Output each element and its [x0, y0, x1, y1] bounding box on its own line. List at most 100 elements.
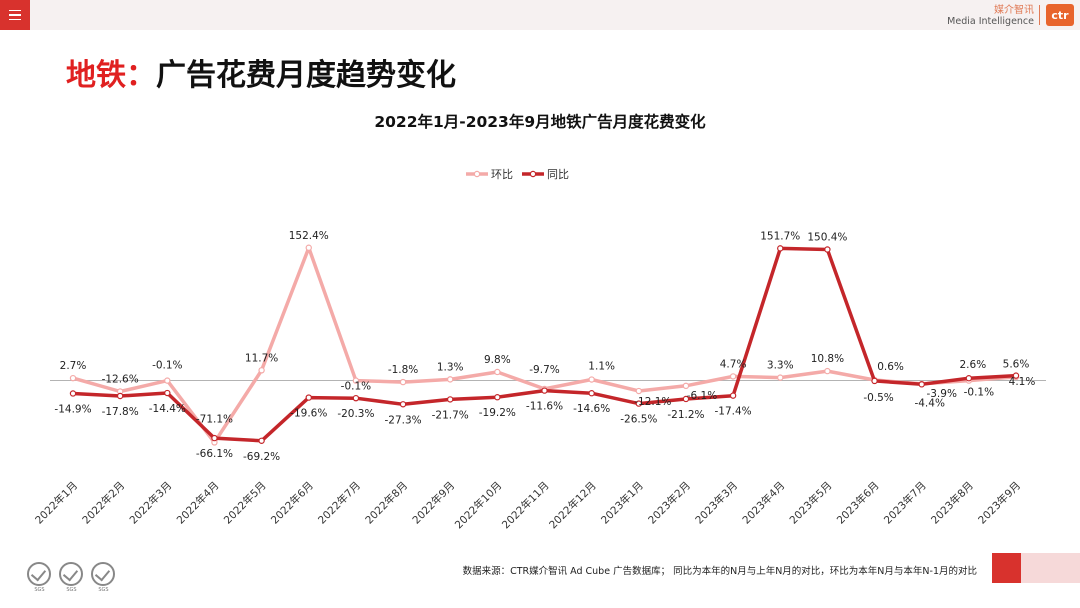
data-label: -21.7%: [432, 409, 469, 421]
x-tick-label: 2022年8月: [363, 479, 411, 527]
data-label: 4.7%: [720, 358, 747, 370]
x-tick-label: 2023年1月: [598, 479, 646, 527]
data-label: 4.1%: [1009, 376, 1036, 388]
data-point: [588, 376, 595, 383]
data-label: -69.2%: [243, 451, 280, 463]
x-tick-label: 2022年6月: [268, 479, 316, 527]
data-point: [729, 373, 737, 380]
top-bar: 媒介智讯 Media Intelligence ctr: [0, 0, 1080, 30]
data-label: -3.9%: [926, 388, 956, 400]
data-label: 3.3%: [767, 360, 794, 372]
data-point: [211, 434, 218, 442]
data-label: -1.8%: [388, 364, 418, 376]
footer-accent: [992, 553, 1021, 583]
legend-marker: [529, 170, 537, 178]
data-point: [164, 389, 171, 397]
legend: 环比 同比: [466, 168, 569, 181]
data-point: [399, 401, 407, 408]
data-point: [635, 387, 643, 395]
sgs-badge-label: SGS: [34, 587, 45, 593]
x-tick-label: 2022年4月: [174, 479, 222, 527]
data-label: -11.6%: [526, 401, 563, 413]
data-point: [352, 394, 360, 402]
page-title-main: 广告花费月度趋势变化: [156, 58, 456, 93]
legend-marker: [473, 170, 481, 178]
data-label: -26.5%: [620, 414, 657, 426]
data-label: -6.1%: [687, 390, 717, 402]
x-tick-label: 2023年6月: [834, 479, 882, 527]
sgs-certifications: SGS SGS SGS: [26, 562, 120, 594]
data-label: -17.8%: [102, 406, 139, 418]
legend-label: 环比: [491, 168, 513, 181]
data-label: -17.4%: [715, 406, 752, 418]
data-label: -19.2%: [479, 407, 516, 419]
x-tick-label: 2023年5月: [787, 479, 835, 527]
x-tick-label: 2023年2月: [645, 479, 693, 527]
brand-text: 媒介智讯 Media Intelligence: [947, 5, 1034, 27]
data-label: -12.6%: [102, 373, 139, 385]
series-yoy: [69, 245, 1020, 444]
data-label: -4.4%: [914, 397, 944, 409]
data-label: 5.6%: [1003, 359, 1030, 371]
x-tick-label: 2023年3月: [693, 479, 741, 527]
hamburger-menu-icon[interactable]: [0, 0, 30, 30]
data-point: [635, 400, 643, 407]
data-label: 9.8%: [484, 354, 511, 366]
data-label: 10.8%: [811, 353, 844, 365]
data-point: [116, 392, 124, 400]
chart-title: 2022年1月-2023年9月地铁广告月度花费变化: [374, 113, 706, 131]
data-label: 1.1%: [588, 361, 615, 373]
x-tick-label: 2023年9月: [975, 479, 1023, 527]
data-point: [305, 244, 312, 251]
data-label: -12.1%: [634, 396, 671, 408]
data-point: [399, 378, 407, 386]
x-axis-labels: 2022年1月 2022年2月 2022年3月 2022年4月 2022年5月 2022年…: [32, 479, 1023, 531]
data-label: -9.7%: [529, 364, 559, 376]
x-tick-label: 2023年7月: [881, 479, 929, 527]
data-point: [494, 368, 501, 376]
data-point: [729, 392, 737, 399]
data-label: -0.1%: [964, 387, 994, 399]
data-point: [682, 382, 690, 390]
x-tick-label: 2022年1月: [32, 479, 80, 527]
data-point: [777, 245, 784, 252]
data-label: 1.3%: [437, 361, 464, 373]
data-labels-yoy: -14.9% -17.8% -14.4% -66.1% -69.2% -19.6% -20.…: [54, 230, 1029, 462]
data-point: [777, 374, 784, 381]
data-label: -0.5%: [863, 392, 893, 404]
data-point: [305, 394, 312, 401]
data-label: -14.9%: [54, 403, 91, 415]
data-point: [682, 395, 690, 403]
sgs-badge-icon: SGS: [26, 562, 56, 594]
data-label: 11.7%: [245, 352, 278, 364]
ctr-logo: ctr: [1046, 4, 1074, 26]
data-label: -14.6%: [573, 403, 610, 415]
sgs-badge-label: SGS: [98, 587, 109, 593]
data-label: 151.7%: [760, 230, 800, 242]
data-label: 2.6%: [960, 359, 987, 371]
data-label: -0.1%: [341, 381, 371, 393]
data-point: [541, 387, 548, 394]
data-point: [494, 394, 501, 401]
data-label: 150.4%: [807, 232, 847, 244]
data-point: [69, 390, 77, 397]
brand-name-en: Media Intelligence: [947, 16, 1034, 27]
data-label: -14.4%: [149, 403, 186, 415]
data-point: [824, 246, 831, 253]
data-point: [258, 437, 265, 444]
brand-divider: [1039, 5, 1040, 25]
x-tick-label: 2022年11月: [499, 479, 551, 531]
data-point: [918, 381, 925, 388]
data-point: [69, 374, 77, 382]
data-point: [588, 390, 595, 397]
x-tick-label: 2022年10月: [452, 479, 504, 531]
data-label: 0.6%: [877, 361, 904, 373]
data-label: -0.1%: [152, 360, 182, 372]
data-point: [447, 376, 454, 383]
sgs-badge-label: SGS: [66, 587, 77, 593]
data-label: 152.4%: [289, 230, 329, 242]
data-point: [965, 375, 973, 382]
x-tick-label: 2022年2月: [80, 479, 128, 527]
x-tick-label: 2022年9月: [410, 479, 458, 527]
